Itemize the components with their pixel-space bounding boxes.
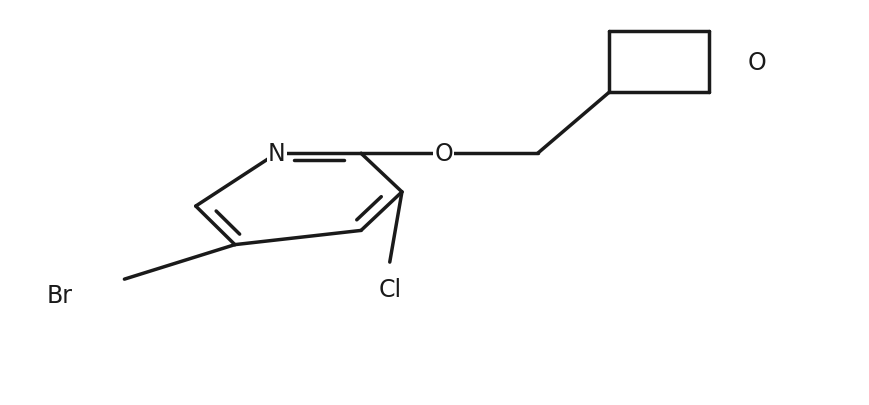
Text: O: O — [434, 142, 453, 166]
Text: Br: Br — [46, 284, 72, 308]
Text: Cl: Cl — [378, 277, 401, 302]
Text: O: O — [746, 51, 766, 75]
Text: N: N — [268, 142, 285, 166]
